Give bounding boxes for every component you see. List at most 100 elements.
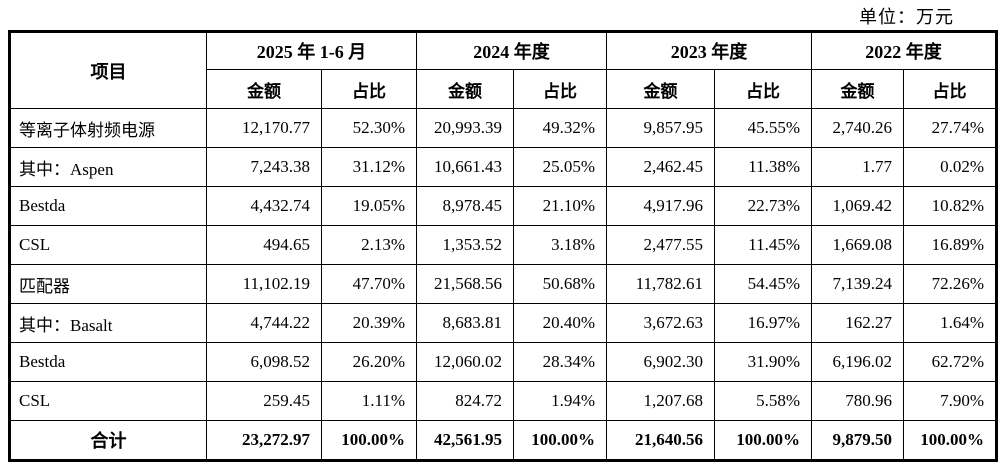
ratio-cell: 5.58% [714, 381, 812, 421]
ratio-cell: 1.94% [513, 381, 607, 421]
ratio-cell: 21.10% [513, 186, 607, 226]
table-row-bestda-power: Bestda 4,432.74 19.05% 8,978.45 21.10% 4… [9, 186, 997, 226]
col-group-2024: 2024 年度 [416, 31, 607, 70]
ratio-cell: 7.90% [903, 381, 997, 421]
ratio-cell: 11.45% [714, 225, 812, 265]
ratio-cell: 62.72% [903, 342, 997, 382]
ratio-cell: 16.97% [714, 303, 812, 343]
amount-cell: 2,477.55 [606, 225, 715, 265]
table-row-csl-power: CSL 494.65 2.13% 1,353.52 3.18% 2,477.55… [9, 225, 997, 265]
ratio-cell: 10.82% [903, 186, 997, 226]
ratio-cell: 27.74% [903, 108, 997, 148]
ratio-cell: 25.05% [513, 147, 607, 187]
amount-cell: 780.96 [811, 381, 904, 421]
amount-header-2024: 金额 [416, 69, 514, 109]
ratio-cell: 45.55% [714, 108, 812, 148]
total-ratio-cell: 100.00% [714, 420, 812, 461]
item-column-header: 项目 [9, 31, 207, 109]
row-item-label: 其中：Aspen [9, 147, 207, 187]
ratio-cell: 54.45% [714, 264, 812, 304]
revenue-breakdown-table: 项目 2025 年 1-6 月 2024 年度 2023 年度 2022 年度 … [8, 30, 998, 462]
total-amount-cell: 9,879.50 [811, 420, 904, 461]
table-row-plasma-rf-power: 等离子体射频电源 12,170.77 52.30% 20,993.39 49.3… [9, 108, 997, 148]
table-row-basalt: 其中：Basalt 4,744.22 20.39% 8,683.81 20.40… [9, 303, 997, 343]
amount-cell: 824.72 [416, 381, 514, 421]
ratio-cell: 0.02% [903, 147, 997, 187]
row-item-label: CSL [9, 381, 207, 421]
ratio-cell: 47.70% [321, 264, 417, 304]
amount-header-2022: 金额 [811, 69, 904, 109]
total-amount-cell: 23,272.97 [206, 420, 322, 461]
amount-cell: 9,857.95 [606, 108, 715, 148]
total-ratio-cell: 100.00% [903, 420, 997, 461]
unit-label: 单位：万元 [859, 7, 954, 27]
amount-cell: 4,432.74 [206, 186, 322, 226]
row-item-label: 等离子体射频电源 [9, 108, 207, 148]
total-amount-cell: 42,561.95 [416, 420, 514, 461]
ratio-header-2025: 占比 [321, 69, 417, 109]
amount-cell: 3,672.63 [606, 303, 715, 343]
amount-cell: 1.77 [811, 147, 904, 187]
amount-header-2023: 金额 [606, 69, 715, 109]
row-item-label: 其中：Basalt [9, 303, 207, 343]
ratio-header-2023: 占比 [714, 69, 812, 109]
amount-cell: 162.27 [811, 303, 904, 343]
ratio-cell: 16.89% [903, 225, 997, 265]
ratio-header-2022: 占比 [903, 69, 997, 109]
row-item-label: 匹配器 [9, 264, 207, 304]
row-item-label: Bestda [9, 342, 207, 382]
table-row-aspen: 其中：Aspen 7,243.38 31.12% 10,661.43 25.05… [9, 147, 997, 187]
ratio-cell: 49.32% [513, 108, 607, 148]
ratio-cell: 52.30% [321, 108, 417, 148]
amount-cell: 6,196.02 [811, 342, 904, 382]
total-ratio-cell: 100.00% [513, 420, 607, 461]
row-item-label: Bestda [9, 186, 207, 226]
amount-cell: 494.65 [206, 225, 322, 265]
ratio-cell: 31.90% [714, 342, 812, 382]
row-item-label: CSL [9, 225, 207, 265]
amount-cell: 8,683.81 [416, 303, 514, 343]
ratio-cell: 22.73% [714, 186, 812, 226]
amount-cell: 7,243.38 [206, 147, 322, 187]
amount-cell: 10,661.43 [416, 147, 514, 187]
amount-cell: 4,917.96 [606, 186, 715, 226]
col-group-2022: 2022 年度 [811, 31, 997, 70]
amount-cell: 11,782.61 [606, 264, 715, 304]
amount-cell: 20,993.39 [416, 108, 514, 148]
ratio-cell: 26.20% [321, 342, 417, 382]
ratio-cell: 3.18% [513, 225, 607, 265]
ratio-header-2024: 占比 [513, 69, 607, 109]
ratio-cell: 11.38% [714, 147, 812, 187]
amount-cell: 11,102.19 [206, 264, 322, 304]
amount-cell: 1,669.08 [811, 225, 904, 265]
total-ratio-cell: 100.00% [321, 420, 417, 461]
col-group-2025-h1: 2025 年 1-6 月 [206, 31, 417, 70]
sub-header-row: 金额 占比 金额 占比 金额 占比 金额 占比 [10, 69, 997, 109]
ratio-cell: 19.05% [321, 186, 417, 226]
col-group-2023: 2023 年度 [606, 31, 812, 70]
ratio-cell: 1.11% [321, 381, 417, 421]
total-amount-cell: 21,640.56 [606, 420, 715, 461]
amount-cell: 2,462.45 [606, 147, 715, 187]
amount-header-2025: 金额 [206, 69, 322, 109]
amount-cell: 7,139.24 [811, 264, 904, 304]
total-label: 合计 [9, 420, 207, 461]
ratio-cell: 72.26% [903, 264, 997, 304]
ratio-cell: 1.64% [903, 303, 997, 343]
amount-cell: 259.45 [206, 381, 322, 421]
amount-cell: 6,902.30 [606, 342, 715, 382]
amount-cell: 6,098.52 [206, 342, 322, 382]
table-row-total: 合计 23,272.97 100.00% 42,561.95 100.00% 2… [9, 420, 997, 461]
amount-cell: 2,740.26 [811, 108, 904, 148]
ratio-cell: 20.40% [513, 303, 607, 343]
amount-cell: 12,170.77 [206, 108, 322, 148]
amount-cell: 1,353.52 [416, 225, 514, 265]
ratio-cell: 50.68% [513, 264, 607, 304]
amount-cell: 4,744.22 [206, 303, 322, 343]
table-header: 项目 2025 年 1-6 月 2024 年度 2023 年度 2022 年度 … [9, 31, 997, 109]
year-header-row: 项目 2025 年 1-6 月 2024 年度 2023 年度 2022 年度 [9, 31, 997, 109]
table-body: 等离子体射频电源 12,170.77 52.30% 20,993.39 49.3… [9, 108, 997, 461]
table-row-bestda-matcher: Bestda 6,098.52 26.20% 12,060.02 28.34% … [9, 342, 997, 382]
amount-cell: 1,069.42 [811, 186, 904, 226]
amount-cell: 21,568.56 [416, 264, 514, 304]
